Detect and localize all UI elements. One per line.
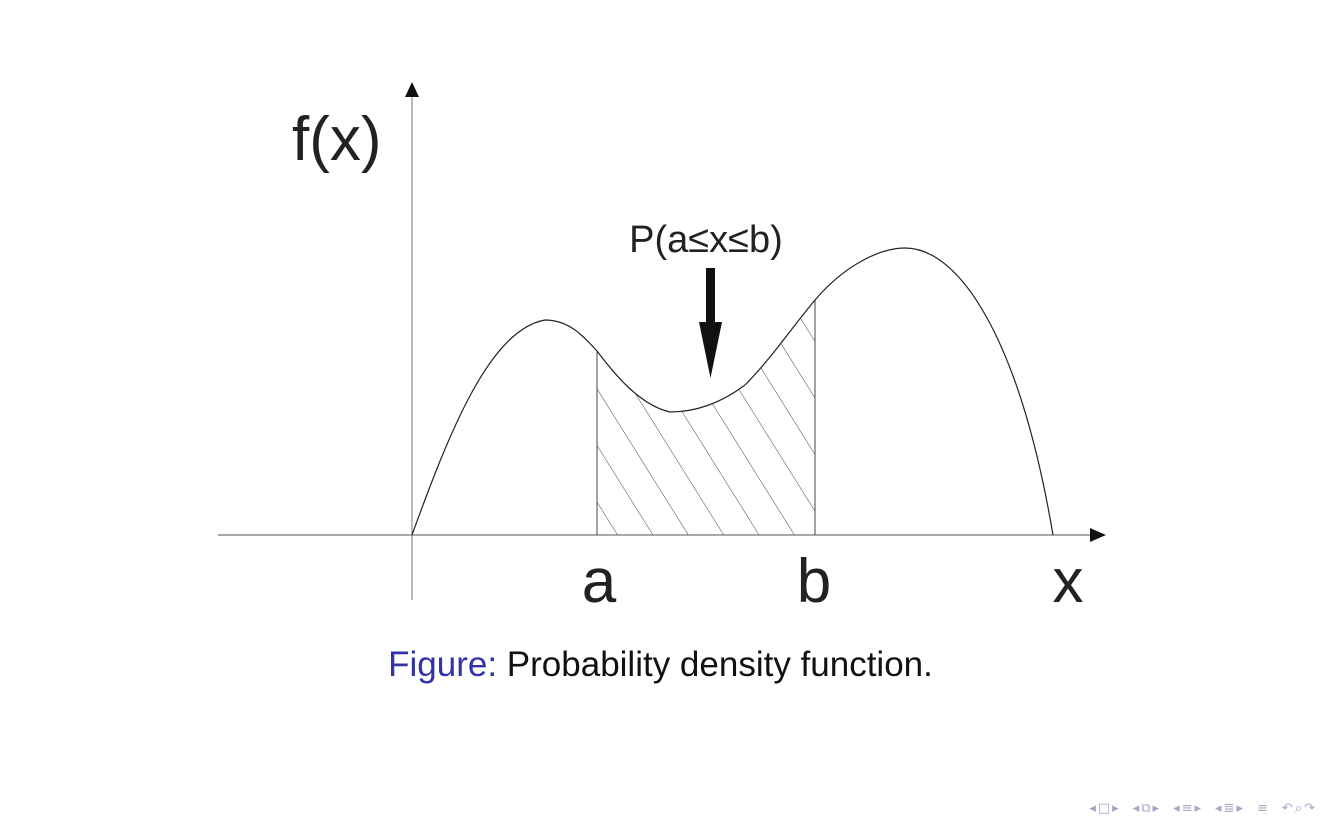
caption-prefix: Figure: [388,645,498,684]
slide-navigation-bar: ◂ □ ▸ ◂ ⧉ ▸ ◂ ≡ ▸ ◂ ≣ ▸ ≡ ↶ ⌕ ↷ [1079,796,1315,820]
x-axis-arrowhead [1090,528,1106,542]
x-axis-label: x [1053,547,1084,616]
align-icon[interactable]: ≡ [1257,800,1268,816]
slide-next-icon[interactable]: ▸ [1236,800,1243,816]
subsection-prev-icon[interactable]: ◂ [1132,800,1140,816]
pointer-arrow [699,268,722,378]
density-curve [411,247,1054,536]
figure-caption: Figure: Probability density function. [0,645,1321,685]
a-label: a [582,547,617,616]
slide-icon[interactable]: ≣ [1223,800,1235,816]
forward-icon[interactable]: ↷ [1304,800,1315,816]
subsection-next-icon[interactable]: ▸ [1152,800,1160,816]
back-icon[interactable]: ↶ [1281,800,1293,816]
search-icon[interactable]: ⌕ [1294,800,1303,816]
x-axis [218,528,1106,542]
b-label: b [797,547,831,616]
caption-text: Probability density function. [506,645,933,684]
y-axis-label: f(x) [292,105,382,174]
section-prev-icon[interactable]: ◂ [1173,800,1180,816]
arrow-right-icon[interactable]: ▸ [1112,800,1119,816]
slide-prev-icon[interactable]: ◂ [1215,800,1222,816]
area-label: P(a≤x≤b) [629,219,783,261]
y-axis [405,82,419,600]
section-icon[interactable]: ≡ [1181,800,1193,816]
frame-icon[interactable]: □ [1097,800,1111,816]
subsection-icon[interactable]: ⧉ [1141,800,1151,816]
section-next-icon[interactable]: ▸ [1194,800,1202,816]
arrow-left-icon[interactable]: ◂ [1089,800,1096,816]
y-axis-arrowhead [405,82,419,97]
